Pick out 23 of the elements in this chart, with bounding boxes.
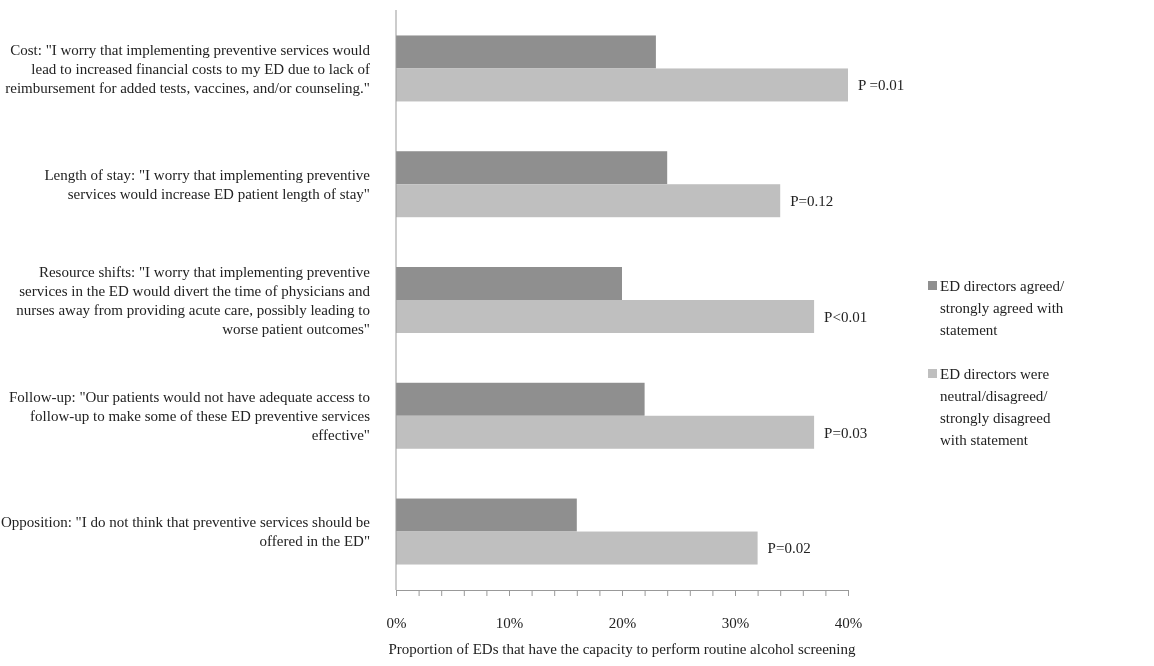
legend-label: ED directors were neutral/disagreed/ strongly disagreed with statement <box>940 366 1051 449</box>
x-tick-label: 30% <box>721 614 750 631</box>
x-tick-label: 20% <box>608 614 637 631</box>
annotation: P =0.01 <box>858 77 905 94</box>
legend-label: ED directors agreed/ strongly agreed with statement <box>940 278 1065 339</box>
annotation: P<0.01 <box>824 308 868 325</box>
annotation: P=0.02 <box>767 540 811 557</box>
y-tick-label: Follow-up: "Our patients would not have adequate access to follow-up to make some of these ED preventive services effective" <box>8 389 371 444</box>
x-tick-label: 40% <box>834 614 863 631</box>
bar <box>396 531 758 565</box>
bar <box>396 184 781 218</box>
y-tick-label: Cost: "I worry that implementing preventive services would lead to increased financial costs to my ED due to lack of reimbursement for added tests, vaccines, and/or counseling." <box>5 41 371 96</box>
annotation: P=0.12 <box>790 192 834 209</box>
bar <box>396 68 848 102</box>
bar <box>396 300 815 333</box>
y-tick-label: Length of stay: "I worry that implementing preventive services would increase ED patient length of stay" <box>44 166 371 202</box>
y-tick-label: Resource shifts: "I worry that implementing preventive services in the ED would divert the time of physicians and nurses away from providing acute care, possibly leading to worse patient outcomes" <box>16 263 371 337</box>
bar <box>396 415 815 449</box>
x-tick-label: 0% <box>386 614 407 631</box>
y-tick-label: Opposition: "I do not think that preventive services should be offered in the ED" <box>1 514 371 550</box>
annotation: P=0.03 <box>824 424 868 441</box>
x-axis-title: Proportion of EDs that have the capacity to perform routine alcohol screening <box>388 641 856 657</box>
x-tick-label: 10% <box>495 614 524 631</box>
